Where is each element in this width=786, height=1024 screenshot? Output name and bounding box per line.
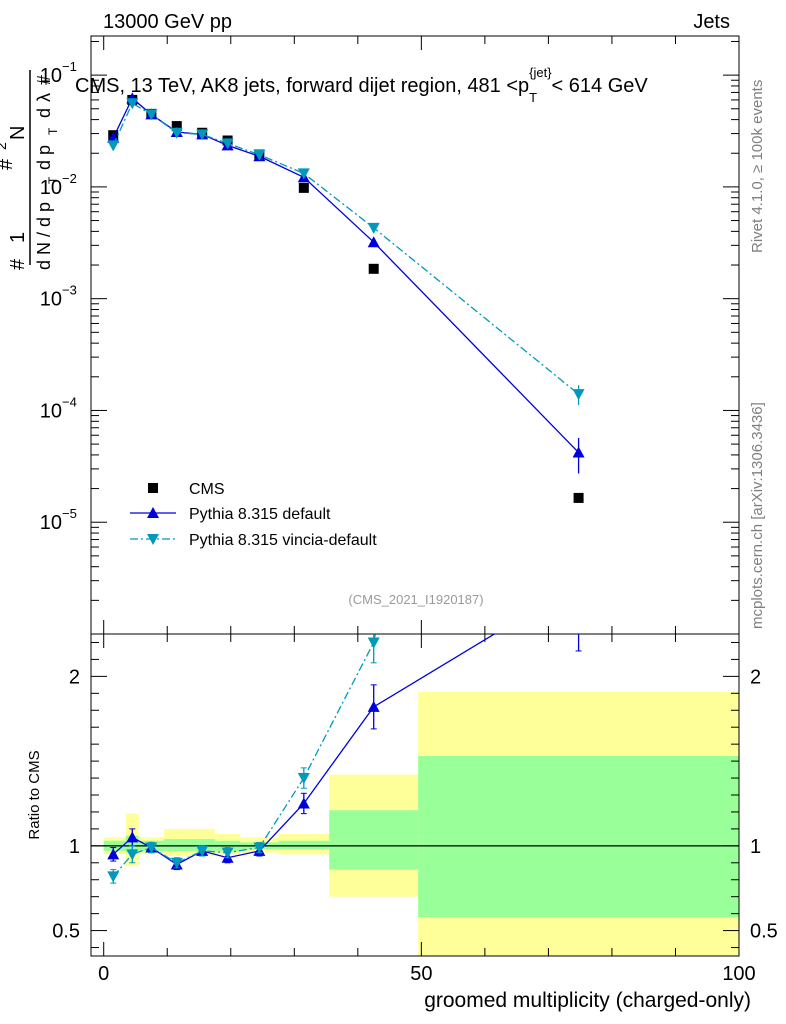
svg-text:d N / d p: d N / d p [34,202,54,270]
y-tick-label-main-exp: −4 [62,394,77,409]
y-tick-label-main: 10 [40,177,62,199]
chart-title: CMS, 13 TeV, AK8 jets, forward dijet reg… [75,65,648,105]
ratio-point-triangle-up [367,700,380,712]
x-tick-labels: 0 50 100 [98,963,756,985]
x-axis-label: groomed multiplicity (charged-only) [424,989,751,1012]
y-tick-labels: 10 −110 −210 −310 −410 −52 21 10.5 0.5 [40,59,778,942]
svg-text:λ: λ [34,93,54,102]
y-tick-label-main: 10 [40,65,62,87]
data-point-triangle-down [170,127,183,139]
y-tick-label-main-exp: −3 [62,283,77,298]
y-tick-label-main: 10 [40,512,62,534]
ratio-point-triangle-up [126,831,139,843]
y-axis-label-ratio: Ratio to CMS [26,750,43,839]
header-right: Jets [693,11,730,33]
ratio-point-triangle-up [297,797,310,809]
data-point-triangle-down [196,129,209,141]
y-tick-label-ratio: 1 [69,836,80,858]
svg-text:T: T [46,176,60,184]
y-tick-label-main-exp: −1 [62,59,77,74]
ratio-point-triangle-down [221,847,234,859]
x-tick-label: 0 [98,963,109,985]
data-point-triangle-down [221,138,234,150]
y-tick-label-main-exp: −2 [62,171,77,186]
x-tick-label: 100 [722,963,755,985]
ratio-uncertainty-bands [103,691,739,956]
svg-text:d: d [34,108,54,118]
header-left: 13000 GeV pp [103,11,232,33]
ratio-point-triangle-down [297,773,310,785]
svg-text:2: 2 [0,142,9,150]
data-point-triangle-down [367,222,380,234]
data-point-square [573,492,584,503]
legend-label: Pythia 8.315 vincia-default [189,532,377,549]
y-tick-label-ratio-right: 2 [750,666,761,688]
svg-text:1: 1 [7,232,29,243]
legend-marker-triangle-up [147,507,159,518]
ratio-point-triangle-down [196,845,209,857]
data-point-triangle-down [145,109,158,121]
svg-text:T: T [46,127,60,135]
axis-ticks [91,36,740,956]
data-point-triangle-up [367,236,380,248]
y-tick-label-ratio-right: 1 [750,836,761,858]
rivet-watermark: Rivet 4.1.0, ≥ 100k events [749,80,766,253]
data-point-triangle-down [253,149,266,161]
mcplots-watermark: mcplots.cern.ch [arXiv:1306.3436] [749,402,766,629]
ratio-point-triangle-down [145,842,158,854]
y-tick-label-main: 10 [40,400,62,422]
ratio-point-triangle-down [367,637,380,649]
data-point-triangle-up [572,446,585,458]
inner-band-3 [164,839,215,851]
y-tick-label-main: 10 [40,289,62,311]
data-point-triangle-down [107,140,120,152]
analysis-id: (CMS_2021_I1920187) [348,592,483,607]
ratio-point-triangle-down [107,871,120,883]
ratio-line-2 [112,634,376,877]
y-axis-label-main: # 1 d N / d p T # 2 N d p T d λ # [0,70,60,270]
ratio-plot-marks [91,577,739,884]
y-tick-label-main-exp: −5 [62,506,77,521]
data-point-square [368,263,379,274]
data-point-triangle-down [572,389,585,401]
series-line-1 [112,97,580,454]
ratio-point-triangle-up [107,848,120,860]
legend: CMS Pythia 8.315 default Pythia 8.315 vinc… [130,481,377,549]
main-plot-marks [107,92,585,503]
y-tick-label-ratio-right: 0.5 [750,921,778,943]
inner-band-8 [418,756,739,918]
y-tick-label-ratio: 0.5 [52,921,80,943]
svg-text:#: # [34,75,54,85]
series-line-2 [112,102,579,395]
inner-band-7 [329,810,419,870]
ratio-point-triangle-down [126,849,139,861]
y-tick-label-ratio: 2 [69,666,80,688]
data-point-square [298,182,309,193]
ratio-point-triangle-down [253,842,266,854]
data-point-triangle-down [126,98,139,110]
x-tick-label: 50 [410,963,432,985]
ratio-line-1 [112,634,496,866]
data-point-triangle-down [297,168,310,180]
legend-marker-triangle-down [147,534,159,545]
svg-text:#: # [0,158,17,170]
legend-label: CMS [189,481,225,498]
ratio-point-triangle-up [573,577,585,588]
ratio-point-triangle-down [170,857,183,869]
svg-text:d p: d p [34,145,54,170]
inner-band-6 [278,840,330,850]
svg-text:N: N [7,126,29,140]
legend-marker-square [148,483,158,493]
legend-label: Pythia 8.315 default [189,506,331,523]
svg-text:#: # [7,258,29,270]
